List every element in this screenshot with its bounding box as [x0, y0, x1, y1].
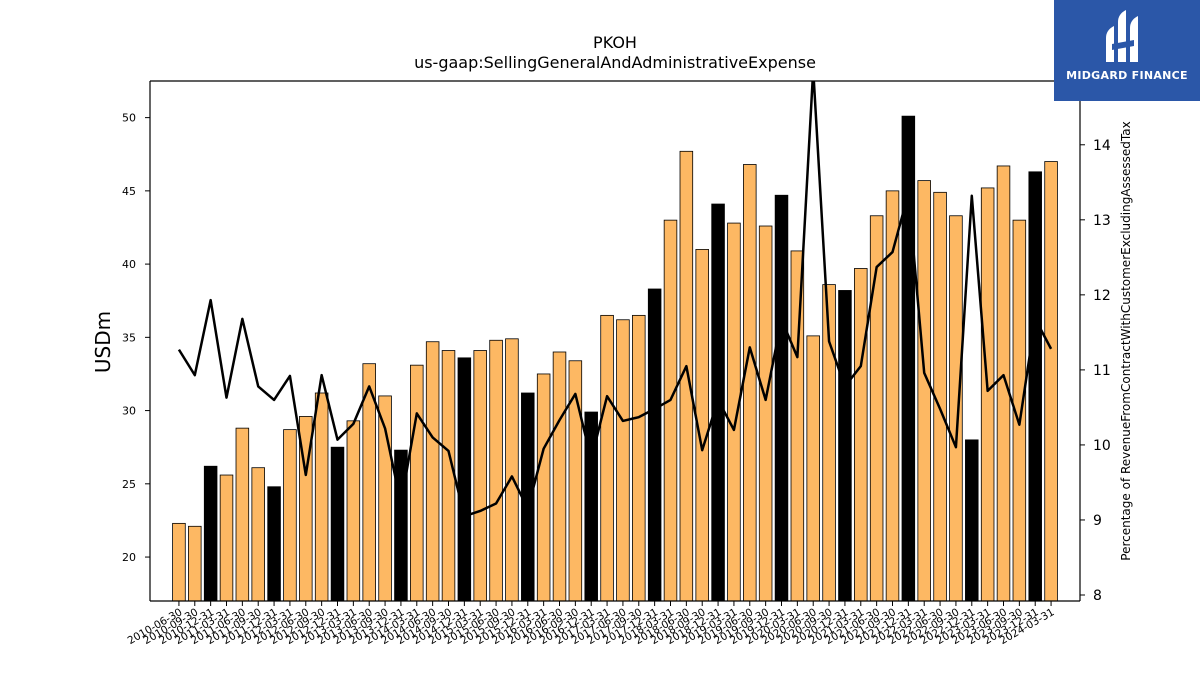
- bar: [632, 314, 646, 602]
- bar: [346, 420, 361, 602]
- bar: [743, 164, 757, 602]
- y2-tick-label: 8: [1093, 588, 1102, 604]
- bar: [473, 350, 487, 602]
- plot-area: 202530354045508910111213142010-06-302010…: [122, 80, 1111, 647]
- bar: [505, 338, 519, 602]
- y2-tick-label: 10: [1093, 438, 1111, 454]
- bar: [600, 314, 614, 602]
- bar: [283, 429, 297, 602]
- y-tick-label: 30: [122, 405, 136, 418]
- bar: [949, 215, 963, 602]
- bar: [330, 446, 345, 602]
- bar: [838, 290, 852, 602]
- bar: [203, 465, 218, 602]
- bar: [1044, 161, 1058, 602]
- bar: [425, 341, 440, 602]
- midgard-finance-logo: MIDGARD FINANCE: [1054, 0, 1200, 101]
- y2-tick-label: 13: [1093, 213, 1111, 229]
- bar: [489, 339, 503, 602]
- y-tick-label: 40: [122, 258, 136, 271]
- series-line: [177, 81, 1053, 518]
- bar: [616, 319, 630, 602]
- bar: [441, 350, 456, 602]
- bar: [457, 357, 472, 602]
- y2-tick-label: 14: [1093, 138, 1111, 154]
- bar: [663, 219, 678, 602]
- y-tick-label: 25: [122, 478, 136, 491]
- y-tick-label: 20: [122, 551, 136, 564]
- bar: [267, 486, 281, 602]
- bar: [917, 180, 931, 602]
- bar: [251, 467, 265, 602]
- chart-title: PKOH: [593, 33, 637, 52]
- y2-axis-label: Percentage of RevenueFromContractWithCus…: [1119, 121, 1133, 560]
- bar: [965, 439, 979, 602]
- bar: [996, 165, 1011, 602]
- bar: [647, 288, 662, 602]
- bar: [980, 187, 995, 602]
- bar: [219, 474, 234, 602]
- bar: [188, 525, 202, 602]
- bar: [235, 427, 250, 602]
- y2-tick-label: 12: [1093, 288, 1111, 304]
- bar: [536, 373, 551, 602]
- bar: [854, 268, 868, 602]
- bar: [1028, 171, 1042, 602]
- y-axis-label: USDm: [91, 311, 115, 373]
- bar: [774, 194, 789, 602]
- logo-icon: [1106, 10, 1138, 62]
- y2-tick-label: 11: [1093, 363, 1111, 379]
- bar: [172, 522, 186, 602]
- bar: [314, 392, 329, 602]
- bar: [806, 335, 820, 602]
- y2-tick-label: 9: [1093, 513, 1102, 529]
- bar: [410, 364, 424, 602]
- y-tick-label: 35: [122, 331, 136, 344]
- bar: [552, 351, 567, 602]
- chart-subtitle: us-gaap:SellingGeneralAndAdministrativeE…: [414, 53, 816, 72]
- bar: [790, 250, 805, 602]
- y-tick-label: 50: [122, 112, 136, 125]
- bar: [901, 115, 916, 602]
- logo-text: MIDGARD FINANCE: [1066, 69, 1188, 82]
- y-tick-label: 45: [122, 185, 136, 198]
- bar: [758, 225, 773, 602]
